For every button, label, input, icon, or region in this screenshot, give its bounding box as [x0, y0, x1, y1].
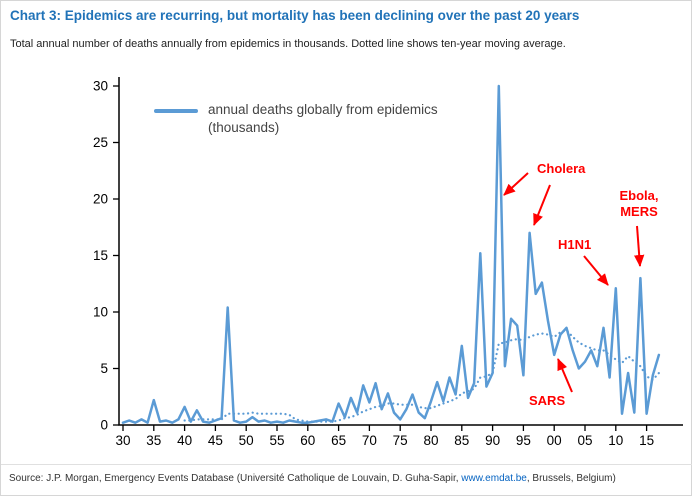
x-axis-ticks: 30 35 40 45 50 55 60 65 70 75 80 85 90 95 00 05 10 15 — [115, 425, 654, 448]
svg-text:15: 15 — [93, 248, 108, 263]
svg-text:25: 25 — [93, 135, 108, 150]
legend-label-line2: (thousands) — [208, 119, 280, 135]
source-text-prefix: Source: J.P. Morgan, Emergency Events Da… — [9, 473, 462, 484]
ebola-mers-arrow — [633, 225, 645, 267]
legend-text: annual deaths globally from epidemics (t… — [208, 101, 438, 136]
svg-text:30: 30 — [115, 433, 130, 448]
cholera-arrow-2 — [533, 184, 551, 226]
source-note: Source: J.P. Morgan, Emergency Events Da… — [9, 473, 687, 484]
chart-subtitle: Total annual number of deaths annually f… — [10, 38, 566, 50]
y-axis-ticks: 0 5 10 15 20 25 30 — [93, 79, 119, 433]
sars-arrow — [557, 358, 573, 393]
chart-title: Chart 3: Epidemics are recurring, but mo… — [10, 8, 580, 23]
svg-text:95: 95 — [516, 433, 531, 448]
h1n1-arrow — [583, 255, 609, 286]
svg-text:55: 55 — [269, 433, 284, 448]
svg-text:80: 80 — [423, 433, 438, 448]
legend: annual deaths globally from epidemics (t… — [154, 101, 438, 136]
svg-text:20: 20 — [93, 192, 108, 207]
svg-text:90: 90 — [485, 433, 500, 448]
svg-text:70: 70 — [362, 433, 377, 448]
svg-text:5: 5 — [100, 361, 108, 376]
annotation-ebola-line2: MERS — [620, 204, 658, 220]
annotation-sars: SARS — [529, 393, 566, 408]
source-text-suffix: , Brussels, Belgium) — [526, 473, 616, 484]
svg-text:10: 10 — [93, 305, 108, 320]
legend-line-marker — [154, 109, 198, 113]
svg-text:00: 00 — [547, 433, 562, 448]
moving-average-line — [183, 329, 661, 423]
annotation-cholera: Cholera — [537, 161, 586, 176]
source-link[interactable]: www.emdat.be — [461, 473, 527, 484]
svg-text:10: 10 — [608, 433, 623, 448]
svg-text:05: 05 — [577, 433, 592, 448]
svg-text:0: 0 — [100, 418, 108, 433]
annotation-ebola-mers: Ebola, MERS — [611, 188, 667, 221]
svg-text:65: 65 — [331, 433, 346, 448]
legend-label-line1: annual deaths globally from epidemics — [208, 102, 438, 117]
annual-deaths-line — [121, 84, 661, 424]
svg-text:75: 75 — [393, 433, 408, 448]
annotation-ebola-line1: Ebola, — [619, 188, 659, 203]
svg-text:35: 35 — [146, 433, 161, 448]
svg-text:40: 40 — [177, 433, 192, 448]
cholera-arrow-1 — [503, 172, 529, 196]
annotation-h1n1: H1N1 — [558, 237, 592, 252]
svg-text:15: 15 — [639, 433, 654, 448]
svg-text:85: 85 — [454, 433, 469, 448]
svg-text:50: 50 — [239, 433, 254, 448]
svg-text:30: 30 — [93, 79, 108, 94]
svg-text:60: 60 — [300, 433, 315, 448]
svg-text:45: 45 — [208, 433, 223, 448]
footer-divider — [1, 464, 692, 465]
